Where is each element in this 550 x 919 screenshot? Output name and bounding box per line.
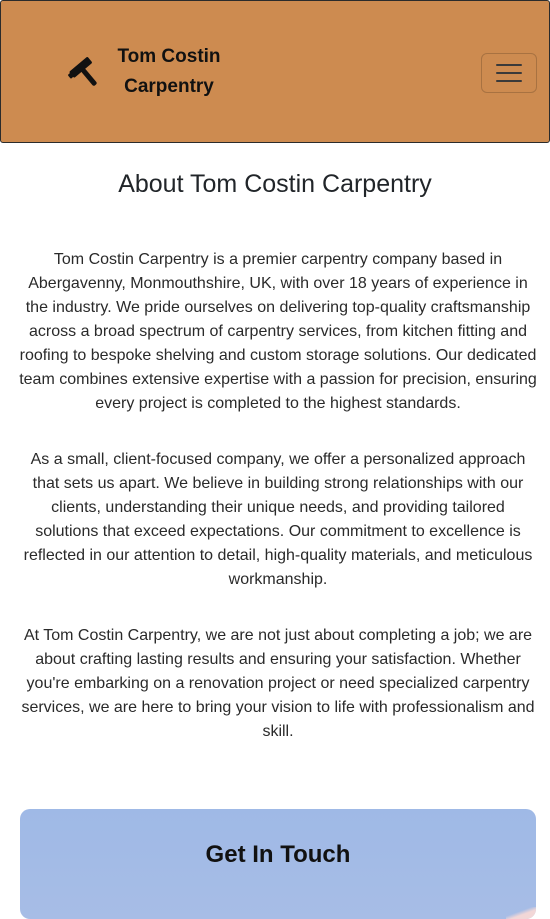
about-paragraph-3: At Tom Costin Carpentry, we are not just…: [21, 627, 535, 740]
hamburger-menu-icon-bar: [496, 80, 522, 82]
hamburger-menu-icon-bar: [496, 64, 522, 66]
about-paragraph-1: Tom Costin Carpentry is a premier carpen…: [19, 251, 537, 412]
contact-title: Get In Touch: [205, 841, 351, 868]
about-title: About Tom Costin Carpentry: [118, 170, 432, 198]
brand-name-line1: Tom Costin: [117, 46, 221, 67]
brand-name: Tom Costin Carpentry: [117, 42, 221, 102]
contact-decoration: [506, 907, 536, 919]
brand-name-line2: Carpentry: [124, 76, 214, 97]
menu-toggle-button[interactable]: [481, 53, 537, 93]
hamburger-menu-icon-bar: [496, 72, 522, 74]
contact-section: Get In Touch: [20, 809, 536, 919]
brand-link[interactable]: Tom Costin Carpentry: [67, 42, 221, 102]
hammer-icon: [67, 53, 105, 91]
about-paragraph-2: As a small, client-focused company, we o…: [23, 451, 533, 588]
navbar: Tom Costin Carpentry: [0, 0, 550, 143]
